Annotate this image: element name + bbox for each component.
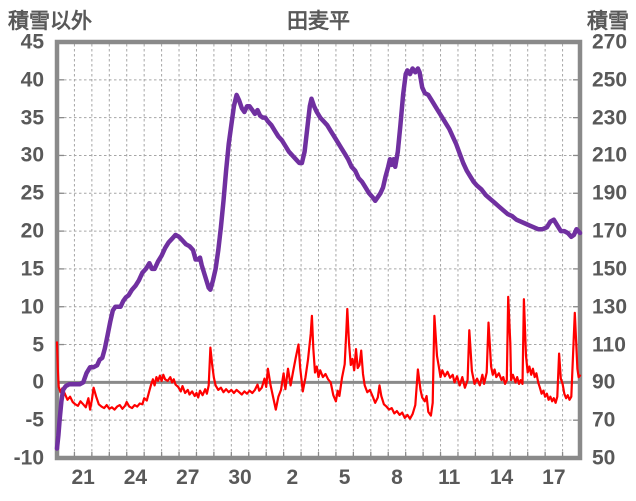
x-axis-tick-label: 5 [338, 466, 351, 489]
left-axis-tick-label: 25 [20, 181, 44, 205]
right-axis-tick-label: 70 [592, 408, 616, 432]
right-axis-tick-label: 90 [592, 370, 616, 394]
chart-title: 田麦平 [287, 10, 350, 33]
right-axis-tick-label: 170 [592, 219, 628, 243]
left-axis-tick-label: 20 [20, 219, 44, 243]
left-axis-tick-label: 40 [20, 68, 44, 92]
x-axis-tick-label: 24 [123, 466, 148, 489]
right-axis-tick-label: 230 [592, 106, 628, 130]
right-axis-tick-label: 130 [592, 295, 628, 319]
right-axis-tick-label: 50 [592, 446, 616, 470]
right-axis-tick-label: 110 [592, 333, 626, 357]
left-axis-tick-label: -5 [25, 408, 44, 432]
right-axis-tick-label: 250 [592, 68, 628, 92]
left-axis-tick-label: 30 [20, 143, 44, 167]
x-axis-tick-label: 11 [438, 466, 461, 489]
left-axis-tick-label: 0 [32, 370, 44, 394]
plot-border [54, 39, 583, 461]
x-axis-tick-label: 14 [489, 466, 514, 489]
left-axis-tick-label: 45 [20, 30, 44, 54]
right-axis-tick-label: 150 [592, 257, 628, 281]
left-axis-tick-label: 10 [20, 295, 44, 319]
x-axis-tick-label: 27 [176, 466, 200, 489]
right-axis-title: 積雪 [587, 10, 629, 33]
x-axis-tick-label: 2 [286, 466, 299, 489]
right-axis-tick-label: 270 [592, 30, 628, 54]
x-axis-tick-label: 30 [228, 466, 252, 489]
x-axis-tick-label: 21 [71, 466, 95, 489]
left-axis-tick-label: -10 [13, 446, 44, 470]
snow-line [54, 66, 583, 451]
x-axis-tick-label: 17 [542, 466, 566, 489]
right-axis-tick-label: 190 [592, 181, 628, 205]
x-axis-tick-label: 8 [391, 466, 403, 489]
left-axis-tick-label: 35 [20, 106, 44, 130]
other-line [55, 295, 582, 420]
left-axis-tick-label: 15 [20, 257, 44, 281]
left-axis-title: 積雪以外 [8, 10, 92, 33]
right-axis-tick-label: 210 [592, 143, 628, 167]
left-axis-tick-label: 5 [32, 333, 44, 357]
